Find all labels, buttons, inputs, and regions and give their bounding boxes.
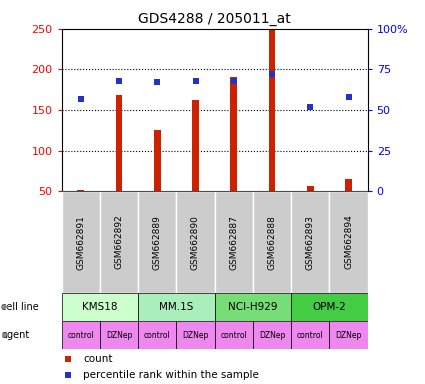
Bar [329,191,368,293]
Bar [116,95,122,191]
Bar [269,29,275,191]
Bar [291,321,329,349]
Bar [192,100,199,191]
Text: control: control [68,331,94,339]
Bar [62,321,100,349]
Bar [329,321,368,349]
Text: GSM662888: GSM662888 [267,215,277,270]
Bar [138,321,176,349]
Text: KMS18: KMS18 [82,302,118,312]
Bar [176,191,215,293]
Text: agent: agent [1,330,29,340]
Bar [100,321,138,349]
Bar [176,321,215,349]
Bar [100,191,138,293]
Bar [307,185,314,191]
Bar [253,321,291,349]
Bar [138,191,176,293]
Text: OPM-2: OPM-2 [312,302,346,312]
Bar [215,321,253,349]
Text: control: control [144,331,170,339]
Text: GSM662891: GSM662891 [76,215,85,270]
Bar [215,293,291,321]
Text: GSM662889: GSM662889 [153,215,162,270]
Title: GDS4288 / 205011_at: GDS4288 / 205011_at [138,12,291,26]
Bar [138,293,215,321]
Bar [215,191,253,293]
Text: percentile rank within the sample: percentile rank within the sample [83,370,259,381]
Text: DZNep: DZNep [259,331,285,339]
Text: MM.1S: MM.1S [159,302,193,312]
Bar [291,293,368,321]
Bar [154,130,161,191]
Bar [230,77,237,191]
Text: count: count [83,354,113,364]
Text: cell line: cell line [1,302,39,312]
Text: GSM662894: GSM662894 [344,215,353,270]
Text: GSM662892: GSM662892 [114,215,124,270]
Bar [62,293,138,321]
Text: GSM662887: GSM662887 [229,215,238,270]
Text: GSM662893: GSM662893 [306,215,315,270]
Text: DZNep: DZNep [106,331,132,339]
Bar [253,191,291,293]
Bar [62,191,100,293]
Text: control: control [221,331,247,339]
Bar [291,191,329,293]
Text: DZNep: DZNep [182,331,209,339]
Text: NCI-H929: NCI-H929 [228,302,278,312]
Bar [345,179,352,191]
Text: DZNep: DZNep [335,331,362,339]
Text: control: control [297,331,323,339]
Bar [77,190,84,191]
Text: GSM662890: GSM662890 [191,215,200,270]
